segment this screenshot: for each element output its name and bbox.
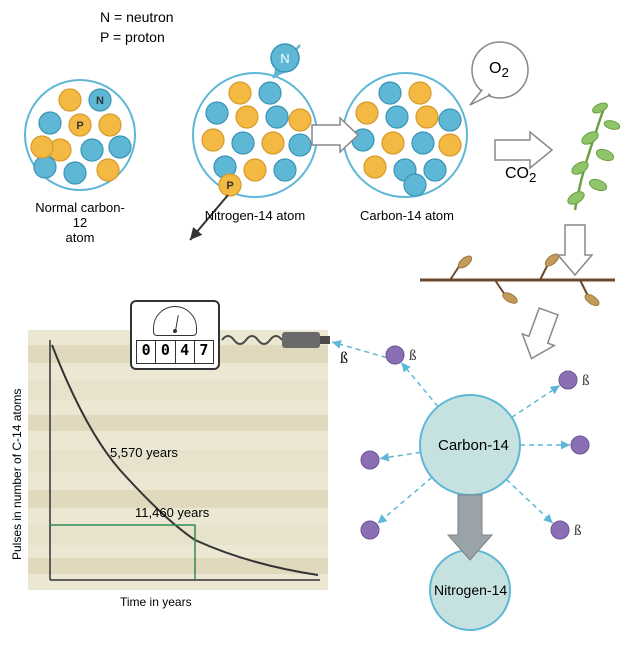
svg-text:N: N bbox=[96, 95, 104, 107]
geiger-digit: 4 bbox=[176, 341, 195, 363]
geiger-digit: 7 bbox=[195, 341, 213, 363]
geiger-counter: 0 0 4 7 bbox=[130, 300, 220, 370]
geiger-digit: 0 bbox=[137, 341, 156, 363]
co2-arrow bbox=[495, 132, 552, 168]
svg-text:P: P bbox=[226, 180, 233, 192]
o2-label: O2 bbox=[489, 60, 509, 80]
chart-y-axis-label: Pulses in number of C-14 atoms bbox=[10, 380, 24, 560]
chart-x-axis-label: Time in years bbox=[120, 595, 192, 609]
carbon14-decay-label: Carbon-14 bbox=[438, 437, 509, 454]
svg-text:ß: ß bbox=[574, 523, 582, 539]
decay-in-arrow bbox=[515, 306, 564, 365]
halflife-label-1: 5,570 years bbox=[110, 445, 178, 460]
geiger-digit: 0 bbox=[156, 341, 175, 363]
death-arrow bbox=[558, 225, 592, 275]
diagram-svg: N P P N bbox=[0, 0, 627, 648]
plant-icon bbox=[566, 101, 621, 210]
nitrogen14-product-label: Nitrogen-14 bbox=[434, 582, 507, 598]
carbon14-label: Carbon-14 atom bbox=[352, 208, 462, 223]
co2-label: CO2 bbox=[505, 165, 536, 185]
halflife-label-2: 11,460 years bbox=[135, 505, 209, 520]
incoming-neutron-label: N bbox=[280, 51, 289, 66]
decay-arrow bbox=[448, 495, 492, 560]
carbon12-label: Normal carbon-12 atom bbox=[30, 200, 130, 245]
svg-text:P: P bbox=[76, 120, 83, 132]
beta-label-probe: ß bbox=[340, 350, 348, 368]
svg-text:ß: ß bbox=[409, 348, 417, 364]
svg-text:ß: ß bbox=[582, 373, 590, 389]
nitrogen14-label: Nitrogen-14 atom bbox=[200, 208, 310, 223]
